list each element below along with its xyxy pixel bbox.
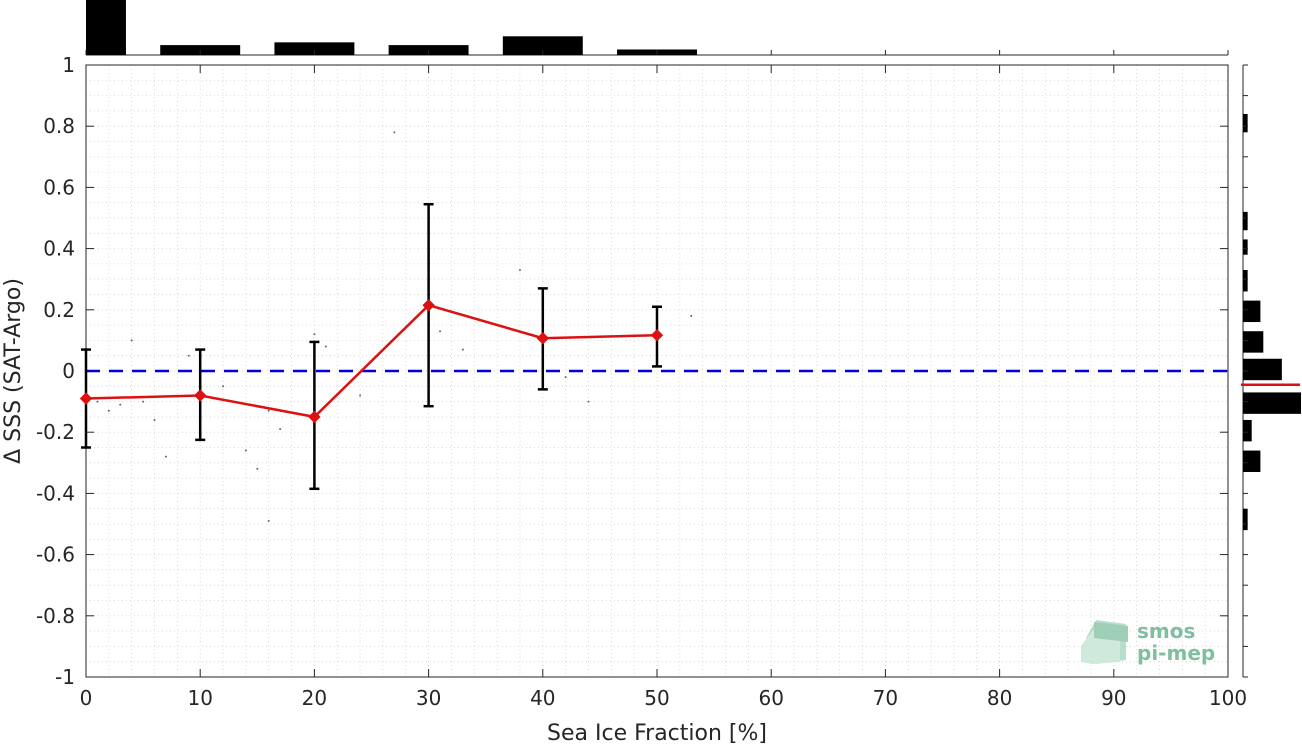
scatter-point	[267, 409, 270, 412]
right-histogram-bar	[1243, 211, 1248, 231]
y-tick-label: 1	[62, 53, 75, 77]
scatter-point	[439, 330, 442, 333]
series-line	[85, 303, 658, 419]
y-tick-label: -0.8	[36, 604, 75, 628]
scatter-point	[153, 418, 156, 421]
y-tick-label: -0.2	[36, 420, 75, 444]
x-tick-label: 0	[80, 686, 93, 710]
scatter-point	[279, 428, 282, 431]
right-histogram-bar	[1243, 331, 1264, 353]
mean-series	[79, 299, 664, 424]
scatter-point	[187, 354, 190, 357]
right-histogram-bar	[1243, 508, 1248, 531]
x-tick-label: 50	[644, 686, 669, 710]
scatter-point	[324, 345, 327, 348]
x-tick-label: 70	[873, 686, 898, 710]
right-histogram-bar	[1243, 113, 1248, 133]
y-tick-label: 0.2	[43, 298, 75, 322]
logo-text-pimep: pi-mep	[1137, 641, 1215, 665]
scatter-point	[267, 519, 270, 522]
scatter-point	[518, 269, 521, 272]
scatter-point	[142, 400, 145, 403]
scatter-point	[461, 348, 464, 351]
top-histogram-bar	[502, 36, 583, 55]
axis-ticks	[85, 64, 1229, 678]
right-histogram-bar	[1243, 358, 1282, 381]
x-tick-label: 60	[758, 686, 783, 710]
scatter-point	[690, 314, 693, 317]
logo-text-smos: smos	[1137, 619, 1195, 643]
series-point	[308, 410, 321, 424]
y-tick-label: 0	[62, 359, 75, 383]
scatter-point	[393, 131, 396, 134]
x-tick-label: 90	[1101, 686, 1126, 710]
x-axis-label: Sea Ice Fraction [%]	[547, 721, 767, 745]
y-tick-label: -0.4	[36, 481, 75, 505]
logo-mark-icon	[1081, 620, 1128, 664]
x-tick-label: 80	[987, 686, 1012, 710]
y-axis-label: Δ SSS (SAT-Argo)	[1, 278, 26, 464]
y-tick-label: 0.8	[43, 114, 75, 138]
scatter-point	[359, 394, 362, 397]
x-tick-label: 20	[302, 686, 327, 710]
y-tick-label: -0.6	[36, 543, 75, 567]
series-point	[193, 389, 207, 402]
scatter-point	[313, 333, 316, 336]
x-tick-label: 40	[530, 686, 555, 710]
x-tick-label: 10	[187, 686, 212, 710]
scatter-point	[119, 403, 122, 406]
right-histogram-bar	[1243, 419, 1252, 442]
scatter-point	[222, 385, 225, 388]
y-tick-label: 0.4	[43, 237, 75, 261]
top-histogram-bar	[86, 0, 126, 55]
scatter-point	[107, 409, 110, 412]
series-point	[536, 332, 550, 345]
scatter-point	[587, 400, 590, 403]
right-histogram-bar	[1243, 239, 1248, 255]
y-tick-label: 0.6	[43, 175, 75, 199]
right-histogram-bar	[1243, 450, 1261, 472]
scatter-point	[164, 455, 167, 458]
right-histogram	[1241, 64, 1301, 678]
scatter-point	[564, 376, 567, 379]
top-histogram	[85, 0, 1229, 56]
scatter-point	[244, 449, 247, 452]
x-tick-label: 30	[416, 686, 441, 710]
scatter-points	[96, 131, 693, 522]
error-bars	[81, 202, 662, 491]
series-point	[422, 299, 435, 312]
series-point	[79, 392, 93, 405]
axis-tick-labels: 0 10 20 30 40 50 60 70 80 90 100-1-0.8-0.6-0.4-0.2…	[36, 53, 1247, 710]
series-point	[650, 328, 664, 342]
right-histogram-bar	[1243, 392, 1301, 414]
scatter-point	[256, 467, 259, 470]
top-histogram-bar	[274, 42, 355, 55]
scatter-point	[96, 400, 99, 403]
scatter-point	[130, 339, 133, 342]
right-histogram-bar	[1243, 270, 1248, 292]
right-histogram-bar	[1243, 300, 1261, 323]
smos-pimep-logo: smos pi-mep	[1081, 619, 1215, 665]
y-tick-label: -1	[55, 665, 75, 689]
x-tick-label: 100	[1209, 686, 1247, 710]
